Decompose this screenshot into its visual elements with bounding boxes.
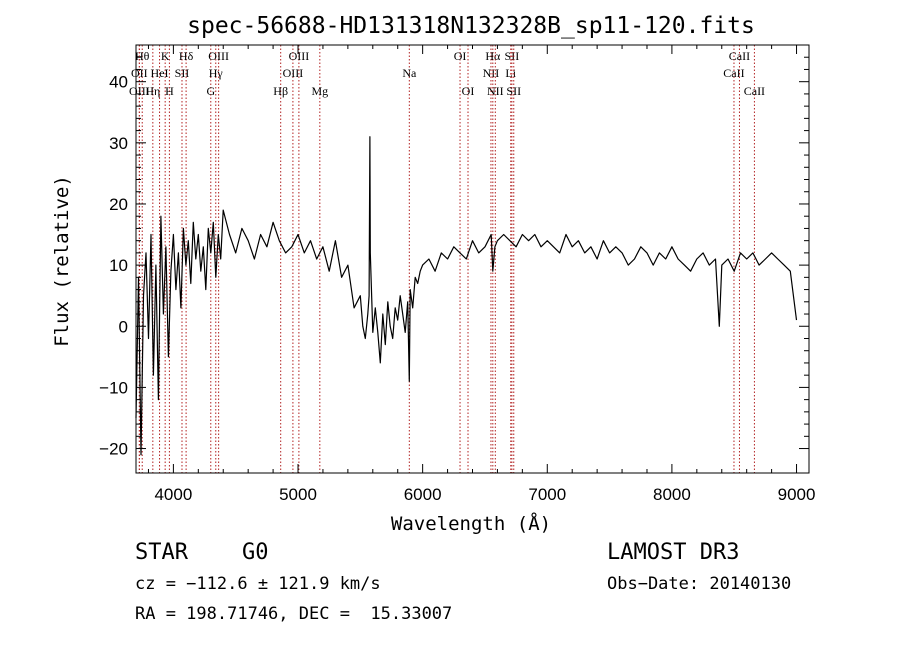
chart-title: spec-56688-HD131318N132328B_sp11-120.fit…: [187, 13, 755, 39]
y-tick-label-2: 0: [119, 317, 128, 336]
line-label-6: H: [165, 84, 174, 98]
line-label-26: CaII: [729, 49, 750, 63]
line-label-8: Hδ: [179, 49, 194, 63]
subclass-label: G0: [242, 540, 269, 565]
line-label-19: NII: [483, 66, 500, 80]
emission-line-markers: HθOIIOIIIHηKHeIHSIIHδGHγOIIIHβOIIIOIIIMg…: [129, 45, 765, 473]
line-label-27: CaII: [744, 84, 765, 98]
x-tick-label-0: 4000: [154, 485, 192, 504]
line-label-16: Na: [402, 66, 417, 80]
y-tick-label-3: 10: [109, 256, 128, 275]
line-label-17: OI: [454, 49, 467, 63]
x-axis-label: Wavelength (Å): [391, 512, 551, 535]
spectrum-line: [135, 136, 798, 456]
line-label-11: OIII: [208, 49, 229, 63]
line-label-24: SII: [506, 84, 521, 98]
line-label-5: HeI: [151, 66, 169, 80]
observation-date: Obs−Date: 20140130: [607, 574, 792, 594]
y-tick-label-6: 40: [109, 73, 128, 92]
redshift-line: cz = −112.6 ± 121.9 km/s: [135, 574, 381, 594]
y-tick-label-5: 30: [109, 134, 128, 153]
line-label-15: Mg: [311, 84, 328, 98]
line-label-2: OIII: [129, 84, 150, 98]
line-label-21: NII: [487, 84, 504, 98]
line-label-18: OI: [462, 84, 475, 98]
line-label-3: Hη: [145, 84, 160, 98]
line-label-23: SII: [505, 49, 520, 63]
coordinates-line: RA = 198.71746, DEC = 15.33007: [135, 604, 453, 624]
line-label-12: Hβ: [273, 84, 288, 98]
y-tick-label-4: 20: [109, 195, 128, 214]
line-label-9: G: [206, 84, 215, 98]
y-tick-label-1: −10: [99, 378, 128, 397]
x-tick-label-2: 6000: [404, 485, 442, 504]
spectrum-series: [135, 136, 798, 456]
y-axis-label: Flux (relative): [51, 175, 73, 347]
line-label-20: Hα: [485, 49, 501, 63]
x-tick-label-1: 5000: [279, 485, 317, 504]
line-label-10: Hγ: [209, 66, 224, 80]
axes: 4000 5000 6000 7000 8000 9000 −20 −10 0 10 20 30 40: [99, 44, 816, 504]
line-label-25: CaII: [723, 66, 744, 80]
line-label-22: Li: [505, 66, 516, 80]
line-label-7: SII: [175, 66, 190, 80]
line-label-14: OIII: [289, 49, 310, 63]
class-label: STAR: [135, 540, 188, 565]
survey-label: LAMOST DR3: [607, 540, 740, 565]
line-label-13: OIII: [283, 66, 304, 80]
x-tick-label-4: 8000: [653, 485, 691, 504]
x-tick-label-3: 7000: [528, 485, 566, 504]
line-label-0: Hθ: [135, 49, 150, 63]
plot-frame: [135, 44, 810, 474]
y-tick-label-0: −20: [99, 440, 128, 459]
x-tick-label-5: 9000: [778, 485, 816, 504]
line-label-4: K: [161, 49, 170, 63]
